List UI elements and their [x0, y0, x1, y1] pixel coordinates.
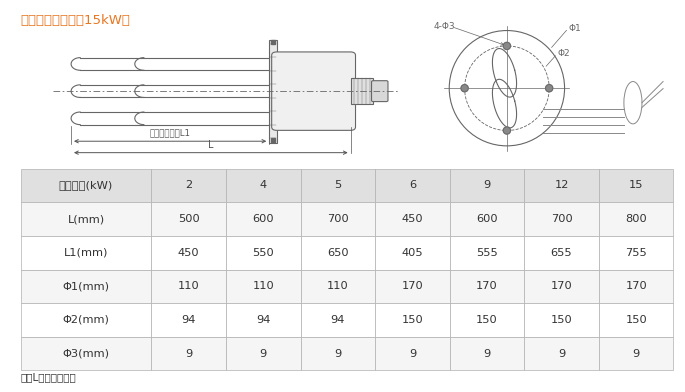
Text: 755: 755 [625, 248, 647, 258]
Text: 600: 600 [476, 214, 498, 224]
Text: 170: 170 [551, 281, 573, 291]
Text: 110: 110 [327, 281, 349, 291]
Text: 700: 700 [327, 214, 349, 224]
Text: 额定功率(kW): 额定功率(kW) [59, 180, 113, 191]
Text: 600: 600 [253, 214, 274, 224]
Bar [351, 78, 373, 104]
Text: 9: 9 [484, 348, 490, 359]
Text: L1(mm): L1(mm) [64, 248, 108, 258]
Text: 700: 700 [551, 214, 573, 224]
Text: 12: 12 [554, 180, 569, 191]
Text: 9: 9 [558, 348, 565, 359]
Text: 150: 150 [476, 315, 498, 325]
Text: 150: 150 [625, 315, 647, 325]
Text: 9: 9 [260, 348, 267, 359]
Text: Φ3(mm): Φ3(mm) [62, 348, 110, 359]
Text: 170: 170 [401, 281, 423, 291]
Text: 170: 170 [625, 281, 647, 291]
Text: 450: 450 [401, 214, 423, 224]
Bar [269, 40, 277, 143]
Text: 外形尺寸举例（＜15kW）: 外形尺寸举例（＜15kW） [21, 14, 130, 27]
Text: 110: 110 [252, 281, 274, 291]
Text: 450: 450 [178, 248, 199, 258]
Text: 800: 800 [625, 214, 647, 224]
Text: 4-Φ3: 4-Φ3 [434, 22, 456, 31]
Text: L(mm): L(mm) [67, 214, 105, 224]
FancyBboxPatch shape [371, 81, 388, 102]
Text: Φ2: Φ2 [558, 49, 570, 58]
Text: 9: 9 [409, 348, 416, 359]
Text: 15: 15 [629, 180, 643, 191]
Text: 9: 9 [334, 348, 341, 359]
Text: 555: 555 [476, 248, 498, 258]
Text: 170: 170 [476, 281, 498, 291]
Text: 405: 405 [401, 248, 423, 258]
Text: 550: 550 [252, 248, 274, 258]
Text: 150: 150 [551, 315, 573, 325]
Circle shape [545, 85, 553, 92]
Text: 110: 110 [178, 281, 199, 291]
Text: 9: 9 [484, 180, 490, 191]
Text: 9: 9 [185, 348, 192, 359]
Circle shape [461, 85, 469, 92]
Text: 注：L长度可订制。: 注：L长度可订制。 [21, 372, 76, 382]
Text: 94: 94 [182, 315, 196, 325]
Text: 150: 150 [401, 315, 423, 325]
Text: Φ2(mm): Φ2(mm) [62, 315, 110, 325]
Text: 655: 655 [551, 248, 573, 258]
FancyBboxPatch shape [272, 52, 356, 131]
Text: 94: 94 [331, 315, 345, 325]
Circle shape [503, 127, 510, 134]
Text: 500: 500 [178, 214, 199, 224]
Circle shape [503, 42, 510, 49]
Text: Φ1: Φ1 [569, 24, 581, 33]
Text: L: L [208, 140, 214, 150]
Text: Φ1(mm): Φ1(mm) [62, 281, 110, 291]
Text: 4: 4 [260, 180, 267, 191]
Text: 94: 94 [256, 315, 271, 325]
Text: 5: 5 [334, 180, 341, 191]
Text: 2: 2 [185, 180, 192, 191]
Text: 650: 650 [327, 248, 349, 258]
Text: 6: 6 [409, 180, 416, 191]
Text: 有效加热长度L1: 有效加热长度L1 [149, 129, 190, 138]
Text: 9: 9 [632, 348, 640, 359]
